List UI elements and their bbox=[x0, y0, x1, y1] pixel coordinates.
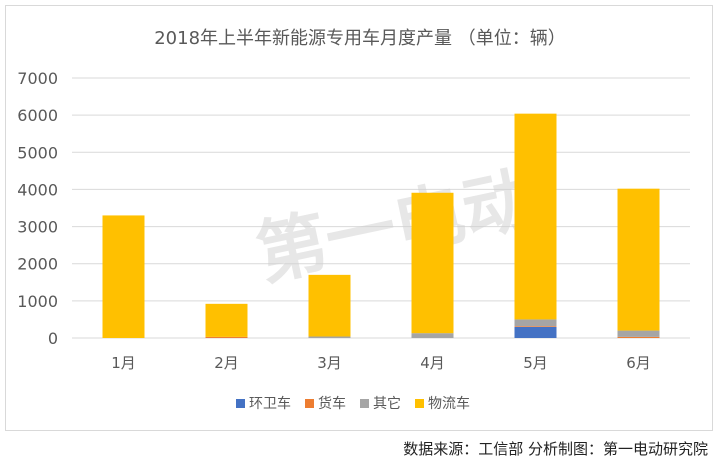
bar-segment bbox=[102, 215, 145, 338]
legend-label: 货车 bbox=[318, 395, 346, 412]
bar-segment bbox=[411, 192, 454, 334]
x-tick-label: 1月 bbox=[111, 354, 136, 372]
legend-swatch bbox=[236, 399, 245, 408]
y-tick-label: 1000 bbox=[17, 292, 58, 311]
legend-label: 其它 bbox=[373, 395, 401, 412]
x-tick-label: 4月 bbox=[420, 354, 445, 372]
x-tick-label: 6月 bbox=[626, 354, 651, 372]
bar-segment bbox=[514, 326, 557, 338]
y-tick-label: 7000 bbox=[17, 69, 58, 88]
bar-segment bbox=[411, 333, 454, 338]
bar-segment bbox=[205, 336, 248, 338]
source-note: 数据来源：工信部 分析制图：第一电动研究院 bbox=[403, 440, 708, 458]
y-tick-label: 0 bbox=[48, 329, 58, 348]
bar-segment bbox=[617, 336, 660, 338]
bar-segment bbox=[617, 330, 660, 337]
legend-swatch bbox=[360, 399, 369, 408]
legend-label: 物流车 bbox=[428, 395, 470, 412]
y-tick-label: 3000 bbox=[17, 218, 58, 237]
x-tick-label: 5月 bbox=[523, 354, 548, 372]
bar-segment bbox=[514, 319, 557, 327]
legend-label: 环卫车 bbox=[249, 395, 291, 412]
legend-swatch bbox=[305, 399, 314, 408]
x-tick-label: 3月 bbox=[317, 354, 342, 372]
bar-segment bbox=[205, 303, 248, 337]
x-tick-label: 2月 bbox=[214, 354, 239, 372]
y-tick-label: 5000 bbox=[17, 143, 58, 162]
y-tick-label: 2000 bbox=[17, 255, 58, 274]
bar-segment bbox=[308, 336, 351, 338]
bar-segment bbox=[308, 274, 351, 337]
bar-segment bbox=[514, 113, 557, 320]
watermark: 第一电动 bbox=[250, 157, 541, 295]
y-tick-label: 6000 bbox=[17, 106, 58, 125]
chart-frame bbox=[5, 5, 713, 431]
legend-swatch bbox=[415, 399, 424, 408]
bar-segment bbox=[617, 188, 660, 331]
y-tick-label: 4000 bbox=[17, 180, 58, 199]
chart-title: 2018年上半年新能源专用车月度产量 （单位：辆） bbox=[154, 28, 566, 49]
bar-segment bbox=[514, 326, 557, 327]
